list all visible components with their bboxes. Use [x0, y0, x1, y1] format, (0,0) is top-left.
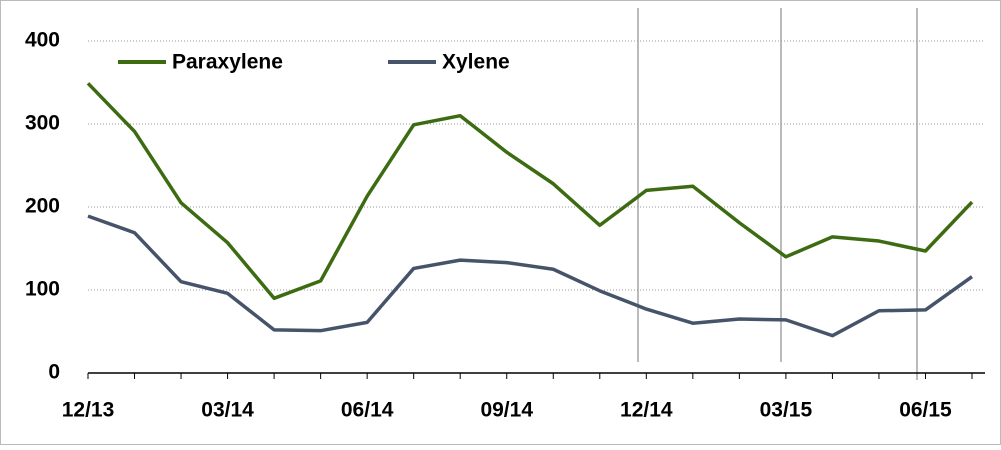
y-tick-label: 400 [25, 29, 60, 52]
y-tick-label: 100 [25, 278, 60, 301]
x-tick-label: 03/15 [760, 399, 813, 422]
y-tick-label: 0 [48, 361, 60, 384]
line [87, 214, 974, 338]
x-tick-label: 06/14 [341, 399, 394, 422]
x-tick-label: 12/13 [62, 399, 115, 422]
y-tick-label: 300 [25, 112, 60, 135]
x-tick-label: 12/14 [620, 399, 673, 422]
x-tick-label: 06/15 [899, 399, 952, 422]
x-tick-label: 09/14 [480, 399, 533, 422]
x-tick-label: 03/14 [201, 399, 254, 422]
line [86, 82, 974, 301]
legend-label: Paraxylene [172, 51, 283, 74]
legend-label: Xylene [442, 51, 510, 74]
y-tick-label: 200 [25, 195, 60, 218]
